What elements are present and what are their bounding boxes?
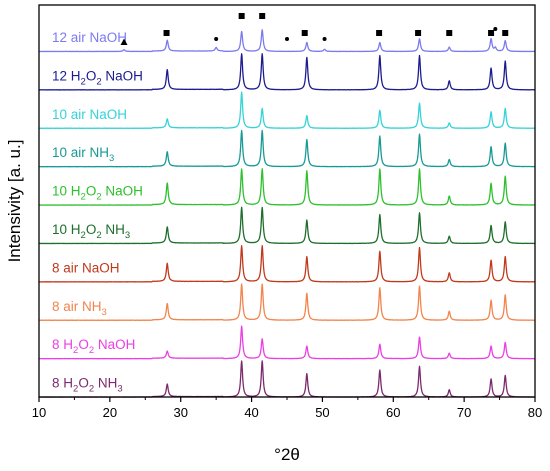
square-marker [238, 13, 245, 19]
x-axis-title: °2θ [274, 445, 300, 464]
square-marker [163, 30, 170, 36]
triangle-marker [120, 38, 128, 45]
x-tick-label: 60 [386, 405, 400, 420]
series-label: 12 air NaOH [52, 30, 127, 45]
dot-marker [214, 37, 219, 41]
series-label: 10 air NaOH [52, 107, 127, 122]
x-tick-label: 50 [315, 405, 329, 420]
x-axis: 10 20 30 40 50 60 70 80 [32, 397, 542, 420]
dot-marker [285, 37, 289, 41]
square-marker [301, 30, 308, 36]
series-label: 10 air NH3​ [52, 145, 114, 164]
series-traces [38, 29, 536, 398]
x-tick-label: 80 [528, 405, 542, 420]
series-trace [38, 325, 536, 360]
series-label: 12 H2​O2​ NaOH [52, 68, 143, 87]
series-trace [38, 53, 536, 91]
series-trace [38, 206, 536, 245]
square-marker [488, 30, 495, 36]
square-marker [259, 13, 266, 19]
x-tick-label: 20 [103, 405, 117, 420]
series-trace [38, 168, 536, 206]
series-label: 8 H2​O2​ NaOH [52, 337, 135, 356]
square-marker [502, 30, 509, 36]
series-label: 10 H2​O2​ NH3​ [52, 222, 130, 241]
series-trace [38, 245, 536, 283]
square-marker [376, 30, 383, 36]
x-tick-label: 40 [244, 405, 258, 420]
dot-marker [322, 37, 327, 41]
series-trace [38, 91, 536, 130]
x-tick-label: 10 [32, 405, 46, 420]
dot-marker [493, 27, 498, 31]
series-trace [38, 283, 536, 322]
phase-markers [120, 13, 509, 45]
square-marker [415, 30, 422, 36]
x-tick-label: 70 [457, 405, 471, 420]
series-trace [38, 129, 536, 168]
series-label: 8 air NaOH [52, 260, 120, 275]
series-trace [38, 29, 536, 53]
series-label: 8 air NH3​ [52, 299, 107, 318]
y-axis-title: Intensivity [a. u.] [5, 140, 24, 263]
series-label: 8 H2​O2​ NH3​ [52, 376, 123, 395]
series-labels: 12 air NaOH 12 H2​O2​ NaOH 10 air NaOH 10 a… [52, 30, 143, 395]
square-marker [446, 30, 453, 36]
series-label: 10 H2​O2​ NaOH [52, 184, 143, 203]
x-tick-label: 30 [173, 405, 187, 420]
